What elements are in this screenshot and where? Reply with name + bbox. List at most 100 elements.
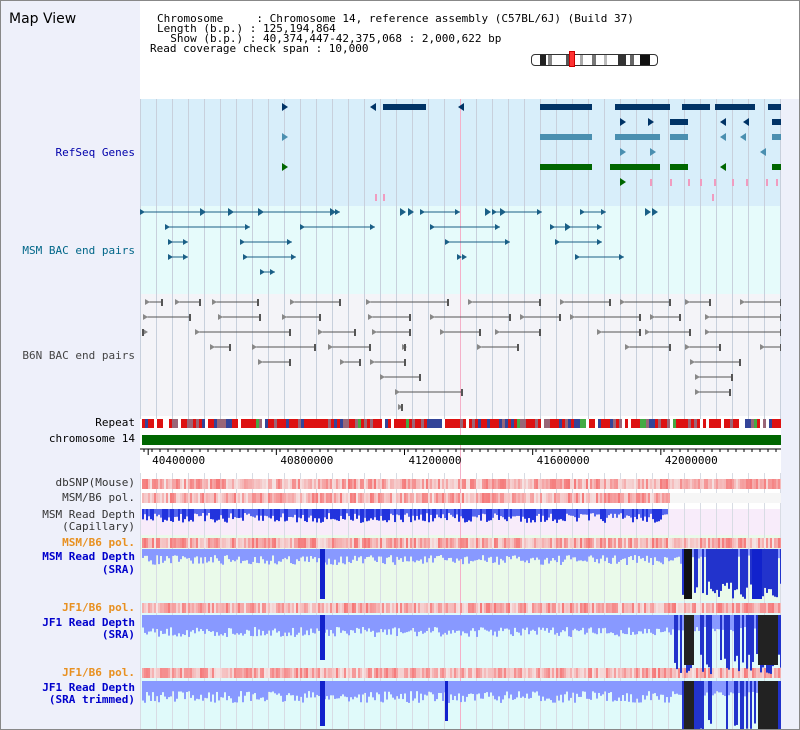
jf1-sra-depth: [362, 615, 364, 628]
jf1-pol2-strip: [150, 668, 152, 678]
jf1-sra-depth: [606, 615, 608, 634]
dbsnp-strip: [192, 479, 194, 489]
msm-pol-strip: [350, 493, 352, 503]
jf1-sra-depth: [344, 615, 346, 632]
jf1-trim-depth: [644, 681, 646, 700]
msm-sra-depth: [344, 549, 346, 565]
jf1-sra-depth: [148, 615, 150, 632]
jf1-sra-depth: [594, 615, 596, 634]
jf1-pol-strip: [294, 603, 296, 613]
msm-sra-depth: [286, 549, 288, 560]
msm-cap-depth: [246, 509, 248, 515]
jf1-trim-depth: [254, 681, 256, 694]
msm-pol2-strip: [282, 538, 284, 548]
dbsnp-strip: [160, 479, 162, 489]
jf1-trim-depth: [286, 681, 288, 696]
jf1-pol2-strip: [202, 668, 204, 678]
msm-sra-depth: [220, 549, 222, 564]
dbsnp-strip: [722, 479, 724, 489]
msm-cap-depth: [468, 509, 470, 521]
jf1-pol-strip: [246, 603, 248, 613]
msm-sra-depth: [664, 549, 666, 558]
jf1-pol-strip: [640, 603, 642, 613]
jf1-sra-depth: [740, 615, 742, 629]
jf1-sra-depth: [380, 615, 382, 629]
jf1-pol2-strip: [756, 668, 758, 678]
msm-pol2-strip: [404, 538, 406, 548]
jf1-pol2-strip: [284, 668, 286, 678]
ideogram-position-marker[interactable]: [569, 51, 575, 67]
jf1-sra-depth: [540, 615, 542, 630]
jf1-trim-depth: [332, 681, 334, 696]
msm-pol2-strip: [538, 538, 540, 548]
msm-bac-end: [183, 254, 188, 260]
msm-sra-depth: [636, 549, 638, 563]
msm-pol2-strip: [524, 538, 526, 548]
tracks-canvas[interactable]: 40400000 40800000 41200000 41600000 42000000: [140, 99, 781, 730]
jf1-pol2-strip: [690, 668, 692, 678]
msm-pol-strip: [506, 493, 508, 503]
msm-sra-depth: [518, 549, 520, 557]
jf1-trim-depth: [206, 681, 208, 699]
jf1-pol-strip: [196, 603, 198, 613]
msm-sra-depth: [524, 549, 526, 563]
msm-sra-depth: [386, 549, 388, 558]
msm-pol2-strip: [430, 538, 432, 548]
msm-pol-strip: [548, 493, 550, 503]
msm-sra-depth: [190, 549, 192, 561]
msm-pol-strip: [628, 493, 630, 503]
jf1-pol-strip: [412, 603, 414, 613]
msm-pol-strip: [444, 493, 446, 503]
b6n-bac-end: [143, 314, 148, 320]
jf1-sra-depth: [636, 615, 638, 635]
msm-cap-depth: [562, 509, 564, 521]
dbsnp-strip: [282, 479, 284, 489]
b6n-bac-end: [689, 329, 691, 336]
msm-pol-strip: [346, 493, 348, 503]
jf1-pol2-strip: [166, 668, 168, 678]
repeat-block: [154, 419, 157, 428]
b6n-bac-end: [709, 299, 711, 306]
track-view[interactable]: 40400000 40800000 41200000 41600000 42000000: [140, 99, 781, 730]
msm-pol-strip: [416, 493, 418, 503]
msm-pol2-strip: [670, 538, 672, 548]
jf1-trim-depth: [486, 681, 488, 693]
msm-bac-end: [445, 239, 450, 245]
msm-cap-depth: [368, 509, 370, 521]
jf1-pol-strip: [762, 603, 764, 613]
refseq-gene: [610, 164, 660, 170]
jf1-trim-depth: [170, 681, 172, 697]
dbsnp-strip: [382, 479, 384, 489]
msm-bac-end: [200, 208, 206, 216]
jf1-sra-depth: [748, 615, 750, 655]
dbsnp-strip: [444, 479, 446, 489]
msm-sra-depth: [356, 549, 358, 561]
repeat-block: [739, 419, 742, 428]
jf1-pol2-strip: [542, 668, 544, 678]
jf1-pol-strip: [250, 603, 252, 613]
dbsnp-strip: [772, 479, 774, 489]
jf1-sra-depth: [426, 615, 428, 632]
msm-pol2-strip: [442, 538, 444, 548]
msm-pol-strip: [312, 493, 314, 503]
jf1-pol2-strip: [728, 668, 730, 678]
msm-pol-strip: [732, 493, 734, 503]
repeat-block: [244, 419, 247, 428]
msm-pol2-strip: [632, 538, 634, 548]
jf1-trim-depth: [342, 681, 344, 695]
msm-pol2-strip: [580, 538, 582, 548]
jf1-pol-strip: [388, 603, 390, 613]
repeat-block: [661, 419, 664, 428]
jf1-pol2-strip: [740, 668, 742, 678]
msm-bac-end: [370, 224, 375, 230]
jf1-trim-depth: [368, 681, 370, 697]
msm-sra-depth: [394, 549, 396, 565]
chromosome-ideogram[interactable]: [531, 54, 658, 66]
jf1-trim-depth: [664, 681, 666, 703]
jf1-trim-depth: [452, 681, 454, 701]
msm-cap-depth: [364, 509, 366, 518]
jf1-pol-strip: [550, 603, 552, 613]
msm-pol-strip: [448, 493, 450, 503]
jf1-pol2-strip: [170, 668, 172, 678]
msm-pol2-strip: [214, 538, 216, 548]
